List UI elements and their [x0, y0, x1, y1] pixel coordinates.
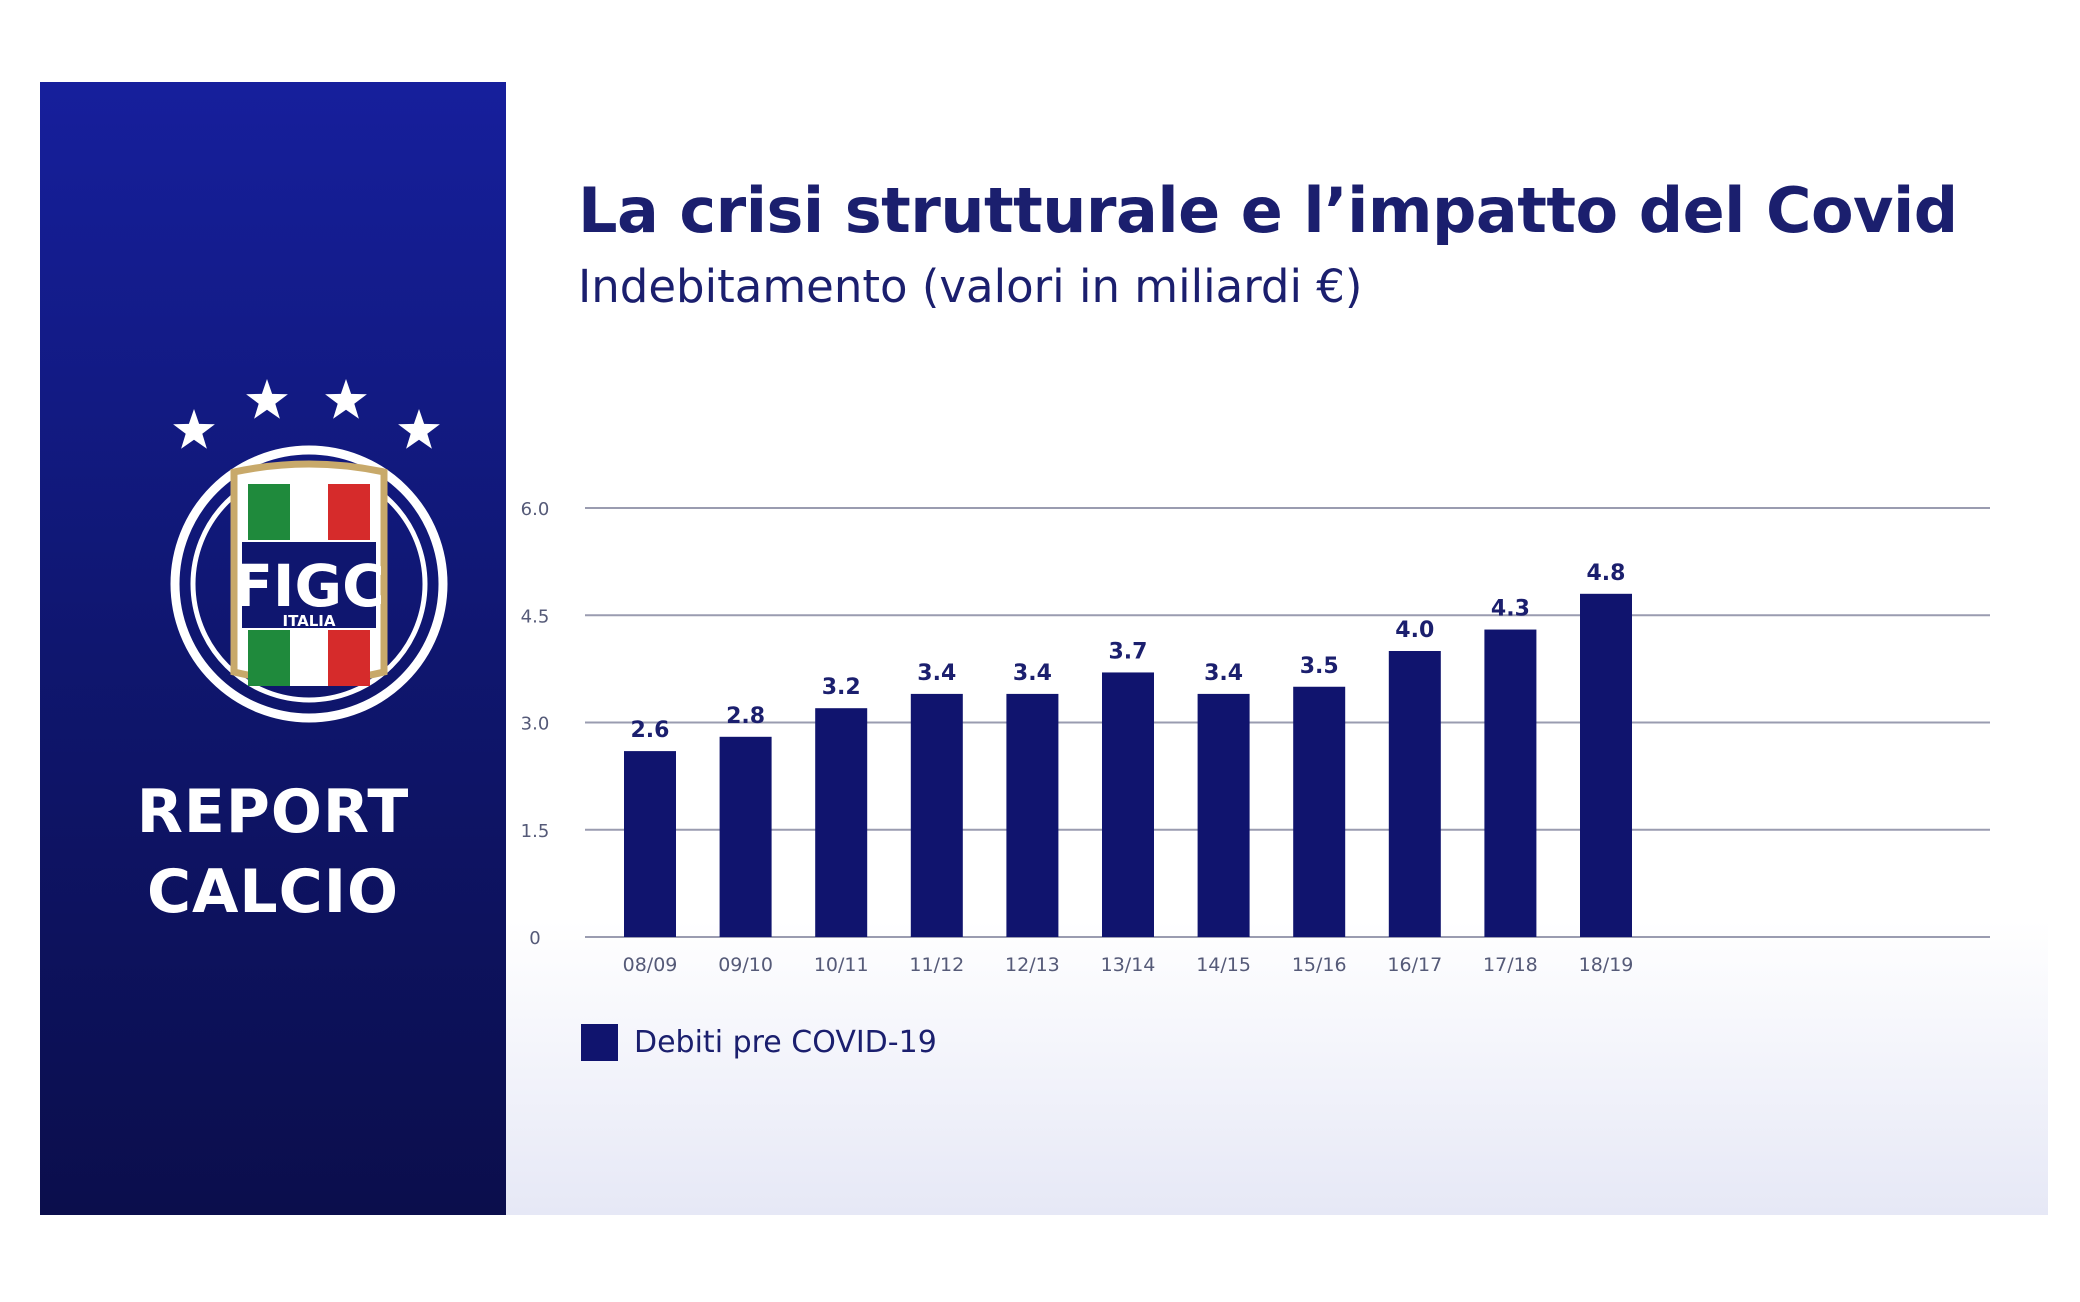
side-panel: FIGC ITALIA REPORT CALCIO: [40, 82, 506, 1215]
bar: [1484, 629, 1537, 937]
data-label: 2.8: [726, 704, 765, 729]
legend-swatch: [581, 1024, 618, 1061]
x-tick-label: 12/13: [1005, 954, 1060, 976]
x-tick-label: 09/10: [718, 954, 773, 976]
legend: Debiti pre COVID-19: [581, 1024, 937, 1061]
report-calcio-label: REPORT CALCIO: [40, 772, 506, 932]
figc-shield-icon: FIGC ITALIA: [170, 379, 448, 723]
x-tick-label: 16/17: [1387, 954, 1442, 976]
y-tick-label: 6.0: [521, 499, 550, 520]
star-icon: [398, 409, 440, 449]
bar: [1388, 651, 1441, 937]
data-label: 2.6: [631, 718, 670, 743]
bar: [815, 708, 868, 937]
data-label: 3.4: [1204, 661, 1243, 686]
x-tick-label: 15/16: [1292, 954, 1347, 976]
y-tick-label: 0: [529, 928, 540, 949]
star-icon: [325, 379, 367, 419]
chart-subtitle: Indebitamento (valori in miliardi €): [578, 260, 1363, 313]
data-label: 3.2: [822, 675, 861, 700]
report-line-2: CALCIO: [146, 857, 400, 927]
data-label: 4.8: [1587, 561, 1626, 586]
bar: [1006, 693, 1059, 937]
slide: FIGC ITALIA REPORT CALCIO La crisi strut…: [40, 82, 2048, 1215]
x-tick-label: 10/11: [814, 954, 869, 976]
y-tick-label: 3.0: [521, 714, 550, 735]
bar: [910, 693, 963, 937]
y-tick-label: 1.5: [521, 821, 550, 842]
bar: [719, 736, 772, 937]
bar: [1197, 693, 1250, 937]
x-tick-label: 13/14: [1101, 954, 1156, 976]
data-label: 3.4: [1013, 661, 1052, 686]
bar: [1102, 672, 1154, 937]
data-label: 3.7: [1109, 639, 1148, 664]
x-tick-label: 18/19: [1579, 954, 1634, 976]
star-icon: [246, 379, 288, 419]
logo-subtext: ITALIA: [282, 612, 335, 630]
data-label: 3.4: [917, 661, 956, 686]
bar-layer: [624, 593, 1632, 937]
data-label: 4.3: [1491, 597, 1530, 622]
report-line-1: REPORT: [136, 777, 410, 847]
bar: [1293, 686, 1346, 937]
bar: [624, 751, 676, 937]
x-tick-label: 17/18: [1483, 954, 1538, 976]
x-tick-label: 08/09: [623, 954, 678, 976]
data-label: 3.5: [1300, 654, 1339, 679]
logo-text: FIGC: [233, 552, 384, 620]
legend-label: Debiti pre COVID-19: [634, 1025, 937, 1060]
chart-title: La crisi strutturale e l’impatto del Cov…: [578, 174, 1958, 247]
star-icon: [173, 409, 215, 449]
bar-chart: 0 1.5 3.0 4.5 6.0 2.6 08/09 2.8 09/10 3.2 10/11 3.…: [521, 499, 1990, 976]
y-tick-label: 4.5: [521, 606, 550, 627]
label-layer: 2.6 08/09 2.8 09/10 3.2 10/11 3.4 11/12 3.4 12/13…: [623, 561, 1634, 976]
figc-logo: FIGC ITALIA: [164, 372, 454, 732]
bar: [1580, 593, 1632, 937]
x-tick-label: 14/15: [1196, 954, 1251, 976]
x-tick-label: 11/12: [909, 954, 964, 976]
data-label: 4.0: [1395, 618, 1434, 643]
